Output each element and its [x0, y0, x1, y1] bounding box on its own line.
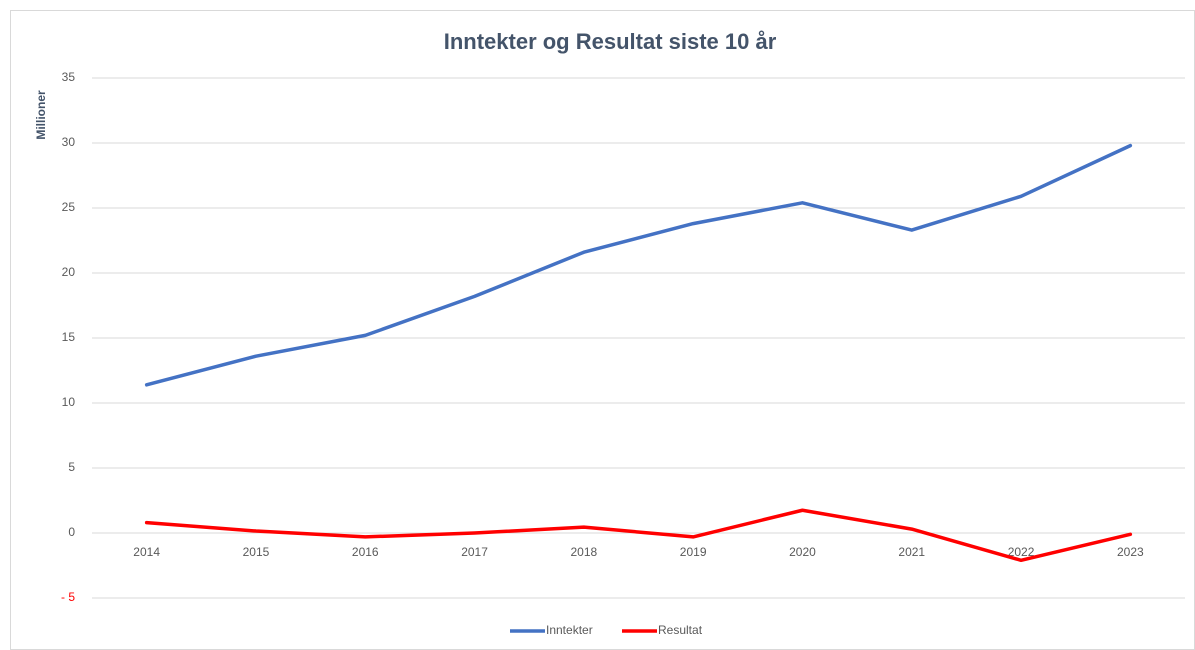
- series-line: [144, 508, 1133, 563]
- y-tick-label: 35: [62, 70, 76, 84]
- x-tick-label: 2019: [680, 545, 707, 559]
- legend-label: Resultat: [658, 623, 703, 637]
- chart-frame: [10, 10, 1195, 650]
- y-tick-label: - 5: [61, 590, 75, 604]
- x-tick-label: 2022: [1008, 545, 1035, 559]
- y-tick-label: 15: [62, 330, 76, 344]
- y-axis-label: Millioner: [34, 90, 48, 140]
- y-tick-label: 0: [68, 525, 75, 539]
- x-tick-label: 2017: [461, 545, 488, 559]
- x-tick-label: 2014: [133, 545, 160, 559]
- x-tick-label: 2020: [789, 545, 816, 559]
- x-tick-label: 2015: [243, 545, 270, 559]
- series-line: [144, 143, 1133, 387]
- y-tick-label: 20: [62, 265, 76, 279]
- x-tick-label: 2023: [1117, 545, 1144, 559]
- y-tick-label: 30: [62, 135, 76, 149]
- x-tick-label: 2021: [898, 545, 925, 559]
- y-tick-label: 10: [62, 395, 76, 409]
- y-tick-label: 25: [62, 200, 76, 214]
- x-tick-label: 2016: [352, 545, 379, 559]
- legend-label: Inntekter: [546, 623, 593, 637]
- y-tick-label: 5: [68, 460, 75, 474]
- chart-title: Inntekter og Resultat siste 10 år: [444, 29, 777, 54]
- x-tick-label: 2018: [570, 545, 597, 559]
